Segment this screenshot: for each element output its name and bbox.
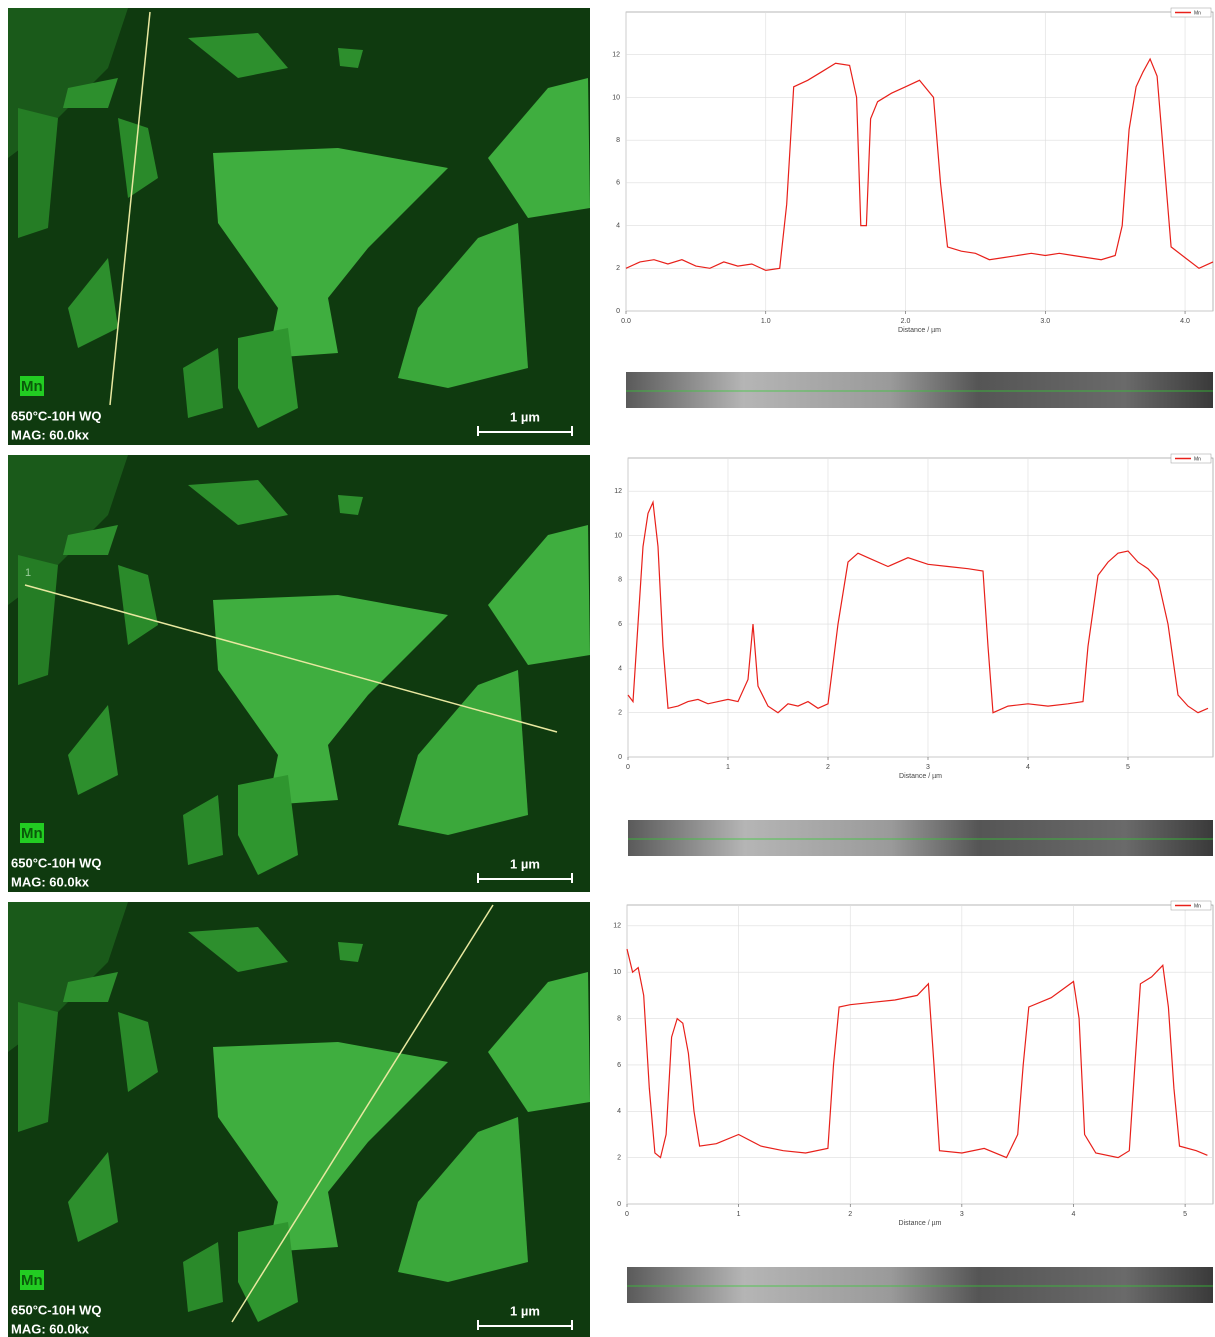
- y-tick-label: 12: [613, 923, 621, 930]
- legend-label: Mn: [1194, 903, 1201, 909]
- x-axis-label: Distance / µm: [898, 327, 941, 334]
- scale-bar: [477, 1320, 573, 1330]
- micrograph: 1 Mn 650°C-10H WQ MAG: 60.0kx 1 µm: [8, 455, 590, 892]
- scan-marker: 1: [25, 567, 31, 579]
- element-map: [8, 902, 590, 1337]
- x-tick-label: 0: [626, 764, 630, 771]
- scale-bar: [477, 426, 573, 436]
- data-line: [625, 57, 1214, 272]
- element-badge: [20, 823, 44, 843]
- element-map: [8, 8, 590, 445]
- y-tick-label: 10: [613, 969, 621, 976]
- x-tick-label: 4: [1072, 1211, 1076, 1218]
- y-tick-label: 8: [617, 1015, 621, 1022]
- data-line: [627, 500, 1209, 714]
- y-tick-label: 8: [616, 137, 620, 144]
- x-tick-label: 2: [848, 1211, 852, 1218]
- y-tick-label: 2: [616, 265, 620, 272]
- plot-area: [627, 457, 1214, 758]
- scan-image-strip: [626, 372, 1213, 408]
- y-tick-label: 4: [616, 222, 620, 229]
- y-tick-label: 8: [618, 577, 622, 584]
- scale-label: 1 µm: [510, 1303, 540, 1318]
- x-tick-label: 4: [1026, 764, 1030, 771]
- magnification-label: MAG: 60.0kx: [11, 1321, 90, 1336]
- sample-label: 650°C-10H WQ: [11, 1302, 101, 1317]
- x-tick-label: 3: [960, 1211, 964, 1218]
- element-map: [8, 455, 590, 892]
- x-tick-label: 0: [625, 1211, 629, 1218]
- x-tick-label: 5: [1183, 1211, 1187, 1218]
- scan-line: [24, 584, 558, 733]
- scan-line: [231, 904, 494, 1323]
- x-tick-label: 2: [826, 764, 830, 771]
- x-tick-label: 0.0: [621, 318, 631, 325]
- y-tick-label: 6: [618, 621, 622, 628]
- y-tick-label: 10: [612, 94, 620, 101]
- element-label: Mn: [21, 825, 43, 842]
- y-tick-label: 2: [618, 710, 622, 717]
- scale-label: 1 µm: [510, 856, 540, 871]
- legend-label: Mn: [1194, 456, 1201, 462]
- x-axis-label: Distance / µm: [899, 773, 942, 780]
- magnification-label: MAG: 60.0kx: [11, 874, 90, 889]
- x-tick-label: 1.0: [761, 318, 771, 325]
- y-tick-label: 6: [617, 1062, 621, 1069]
- x-tick-label: 3.0: [1040, 318, 1050, 325]
- x-tick-label: 3: [926, 764, 930, 771]
- element-label: Mn: [21, 378, 43, 395]
- scan-image-strip: [627, 1267, 1213, 1303]
- x-tick-label: 1: [737, 1211, 741, 1218]
- y-tick-label: 0: [617, 1201, 621, 1208]
- y-tick-label: 2: [617, 1154, 621, 1161]
- legend-label: Mn: [1194, 10, 1201, 16]
- micrograph: Mn 650°C-10H WQ MAG: 60.0kx 1 µm: [8, 8, 590, 445]
- x-axis-label: Distance / µm: [899, 1220, 942, 1227]
- y-tick-label: 12: [614, 488, 622, 495]
- y-tick-label: 10: [614, 532, 622, 539]
- x-tick-label: 5: [1126, 764, 1130, 771]
- y-tick-label: 0: [618, 754, 622, 761]
- sample-label: 650°C-10H WQ: [11, 408, 101, 423]
- scan-line: [109, 11, 151, 406]
- scale-label: 1 µm: [510, 409, 540, 424]
- element-badge: [20, 376, 44, 396]
- sample-label: 650°C-10H WQ: [11, 855, 101, 870]
- y-tick-label: 0: [616, 308, 620, 315]
- y-tick-label: 4: [618, 665, 622, 672]
- plot-area: [625, 11, 1214, 312]
- scan-image-strip: [628, 820, 1213, 856]
- micrograph: Mn 650°C-10H WQ MAG: 60.0kx 1 µm: [8, 902, 590, 1337]
- y-tick-label: 4: [617, 1108, 621, 1115]
- x-tick-label: 2.0: [901, 318, 911, 325]
- x-tick-label: 1: [726, 764, 730, 771]
- element-label: Mn: [21, 1272, 43, 1289]
- data-line: [626, 948, 1208, 1159]
- y-tick-label: 12: [612, 52, 620, 59]
- magnification-label: MAG: 60.0kx: [11, 427, 90, 442]
- plot-area: [626, 904, 1214, 1205]
- x-tick-label: 4.0: [1180, 318, 1190, 325]
- scale-bar: [477, 873, 573, 883]
- element-badge: [20, 1270, 44, 1290]
- y-tick-label: 6: [616, 180, 620, 187]
